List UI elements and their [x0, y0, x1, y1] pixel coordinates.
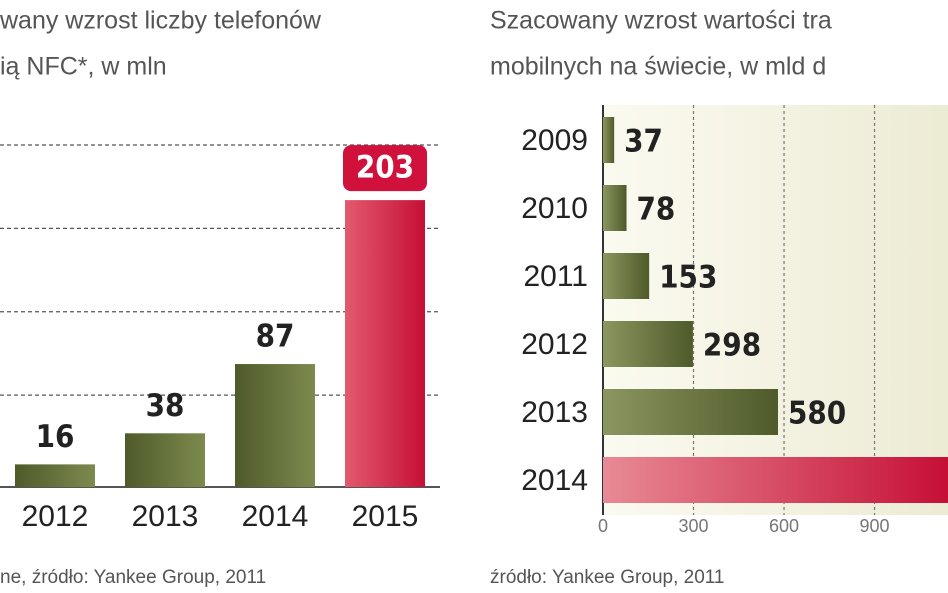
chart-title: Szacowany wzrost wartości tra: [490, 7, 832, 35]
x-tick-label: 2015: [352, 500, 419, 533]
y-tick-label: 2014: [521, 464, 588, 497]
bar: [603, 321, 693, 367]
chart-subtitle: ią NFC*, w mln: [0, 53, 167, 81]
bar: [125, 433, 205, 487]
x-tick-label: 2012: [22, 500, 89, 533]
value-label-box: [343, 145, 427, 192]
value-label: 87: [256, 319, 295, 355]
bar: [603, 253, 650, 299]
value-label: 580: [788, 396, 846, 432]
y-tick-label: 2013: [521, 396, 588, 429]
x-tick-label: 0: [598, 516, 608, 536]
value-label: 78: [637, 192, 676, 228]
y-tick-label: 2009: [521, 124, 588, 157]
bar: [603, 185, 627, 231]
source: źródło: Yankee Group, 2011: [490, 567, 725, 588]
bar: [345, 200, 425, 487]
value-label: 37: [624, 124, 663, 160]
x-tick-label: 2014: [242, 500, 309, 533]
y-tick-label: 2012: [521, 328, 588, 361]
plot-background: [603, 105, 948, 515]
y-tick-label: 2010: [521, 192, 588, 225]
x-tick-label: 300: [678, 516, 708, 536]
x-tick-label: 2013: [132, 500, 199, 533]
x-tick-label: 600: [769, 516, 799, 536]
bar: [15, 464, 95, 487]
bar: [603, 457, 948, 503]
bar: [235, 364, 315, 487]
value-label: 203: [356, 150, 414, 186]
value-label: 298: [703, 328, 761, 364]
value-label: 153: [659, 260, 717, 296]
bar: [603, 389, 778, 435]
x-tick-label: 900: [860, 516, 890, 536]
value-label: 38: [146, 388, 185, 424]
bar: [603, 117, 615, 163]
chart-title: wany wzrost liczby telefonów: [0, 7, 322, 35]
y-tick-label: 2011: [523, 260, 588, 293]
value-label: 16: [36, 419, 75, 455]
chart-subtitle: mobilnych na świecie, w mld d: [490, 53, 826, 81]
source: ne, źródło: Yankee Group, 2011: [0, 567, 266, 588]
